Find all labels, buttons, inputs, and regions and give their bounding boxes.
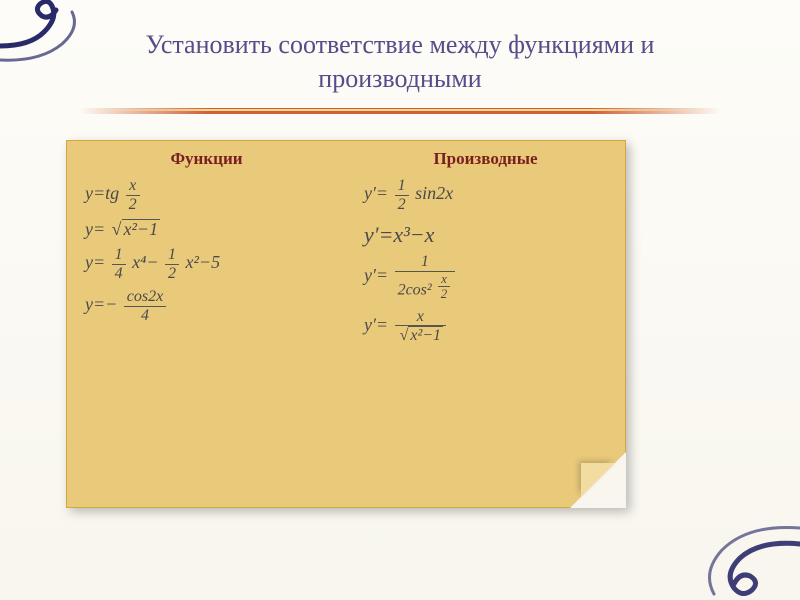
page-curl-icon (570, 452, 626, 508)
function-eq-3: y= 14 x⁴− 12 x²−5 (85, 246, 328, 282)
corner-flourish-top-left (0, 0, 120, 120)
content-card: Функции y=tg x2 y= √x²−1 y= 14 x⁴− 12 x²… (66, 140, 626, 508)
functions-column: Функции y=tg x2 y= √x²−1 y= 14 x⁴− 12 x²… (67, 141, 346, 507)
derivative-eq-4: y′= x √x²−1 (364, 308, 607, 345)
function-eq-4: y=− cos2x4 (85, 288, 328, 324)
corner-flourish-bottom-right (640, 470, 800, 600)
function-eq-1: y=tg x2 (85, 177, 328, 213)
derivatives-header: Производные (364, 149, 607, 169)
title-underline (80, 108, 720, 114)
slide: Установить соответствие между функциями … (0, 0, 800, 600)
function-eq-2: y= √x²−1 (85, 219, 328, 240)
derivative-eq-3: y′= 1 2cos² x2 (364, 253, 607, 301)
title-line-2: производными (318, 64, 481, 93)
derivative-eq-2: y′=x³−x (364, 223, 607, 247)
functions-header: Функции (85, 149, 328, 169)
derivative-eq-1: y′= 12 sin2x (364, 177, 607, 213)
title-line-1: Установить соответствие между функциями … (146, 30, 655, 59)
slide-title: Установить соответствие между функциями … (0, 0, 800, 104)
